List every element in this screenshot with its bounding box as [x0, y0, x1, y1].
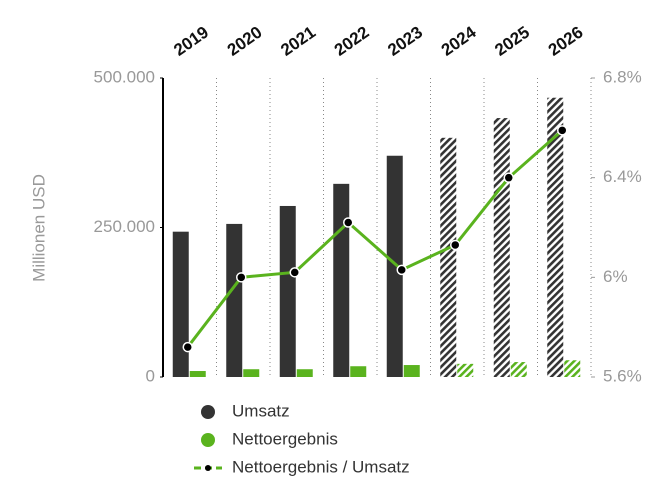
x-tick-label: 2022 [331, 23, 373, 60]
legend-label: Nettoergebnis / Umsatz [232, 457, 410, 476]
bar [457, 363, 474, 377]
y-tick-label: 500.000 [94, 67, 155, 86]
bar [547, 97, 564, 377]
point [396, 264, 407, 276]
x-tick-label: 2019 [170, 23, 212, 60]
bar [279, 205, 296, 377]
bar [403, 365, 420, 377]
point [450, 239, 461, 251]
x-tick-label: 2020 [224, 23, 266, 60]
y2-tick-label: 6.8% [603, 67, 642, 86]
bar [493, 118, 510, 377]
x-tick-label: 2025 [491, 23, 533, 60]
x-tick-label: 2024 [438, 22, 480, 60]
legend-swatch [201, 405, 215, 419]
bar [189, 371, 206, 377]
x-tick-label: 2021 [277, 23, 319, 60]
y2-tick-label: 6.4% [603, 167, 642, 186]
y2-tick-label: 5.6% [603, 366, 642, 385]
point [236, 272, 247, 283]
legend-label: Umsatz [232, 401, 290, 420]
bar [172, 231, 189, 377]
bar [296, 369, 313, 377]
y2-tick-label: 6% [603, 267, 628, 286]
bar [243, 369, 260, 377]
bar [350, 366, 367, 377]
legend-label: Nettoergebnis [232, 429, 338, 448]
bar [564, 360, 581, 377]
x-tick-label: 2023 [384, 23, 426, 60]
bar [226, 223, 243, 377]
point [182, 341, 193, 353]
point [343, 217, 354, 228]
point [503, 172, 514, 183]
bar [333, 183, 350, 377]
legend-swatch [201, 433, 215, 447]
y-axis-label: Millionen USD [29, 174, 48, 282]
legend-swatch [205, 465, 211, 471]
bar [440, 137, 457, 377]
bar [386, 155, 403, 377]
x-tick-label: 2026 [545, 23, 587, 60]
line [186, 129, 564, 349]
y-tick-label: 250.000 [94, 217, 155, 236]
y-tick-label: 0 [146, 366, 155, 385]
bar [510, 362, 527, 377]
point [289, 267, 300, 278]
point [557, 125, 568, 136]
